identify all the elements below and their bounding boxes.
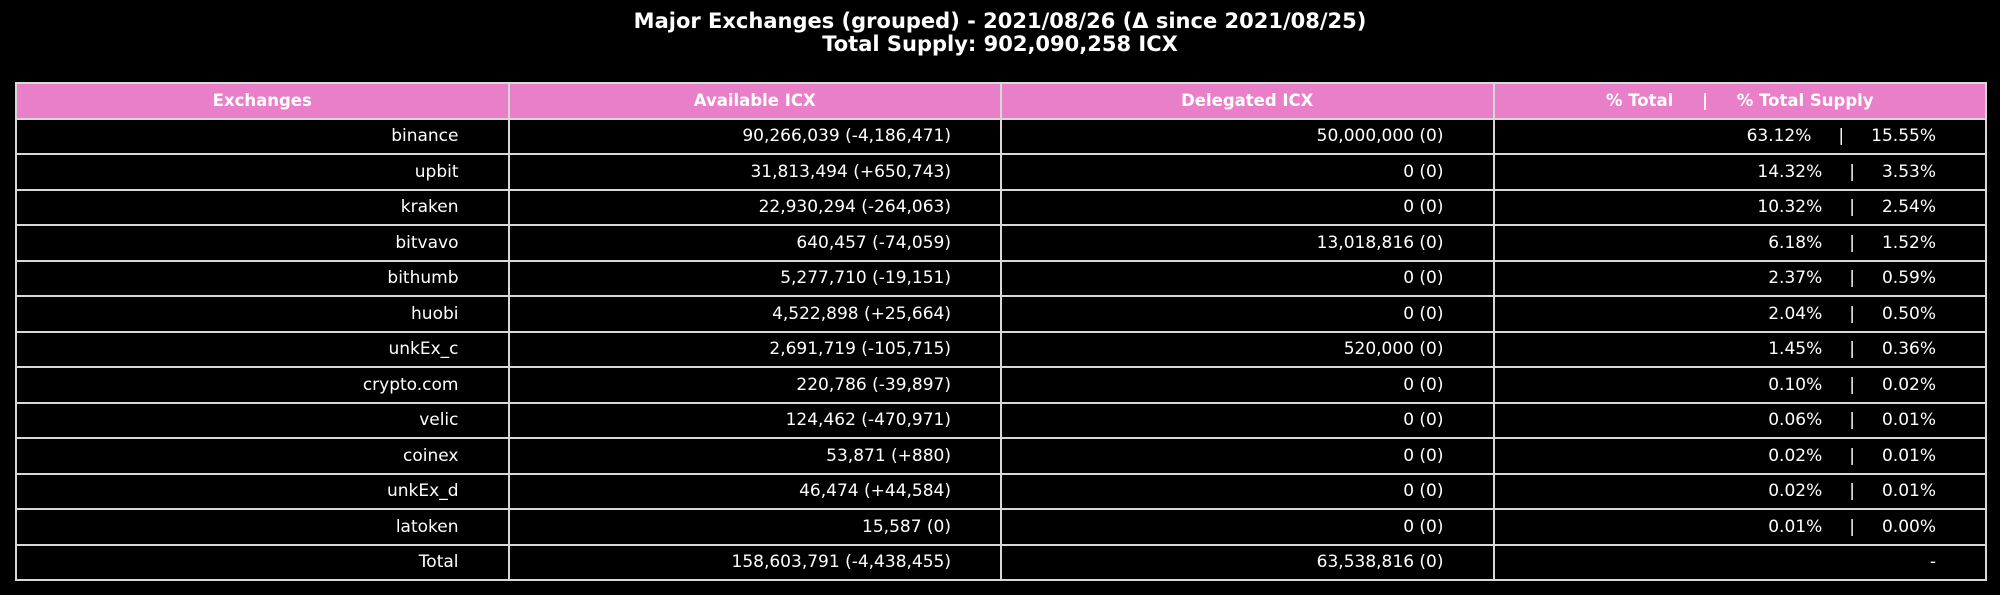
table-cell: 0 (0) — [1000, 437, 1495, 475]
table-cell: binance — [15, 117, 510, 155]
column-header: Exchanges — [15, 82, 510, 120]
table-cell: 90,266,039 (-4,186,471) — [507, 117, 1002, 155]
table-cell: 53,871 (+880) — [507, 437, 1002, 475]
table-cell: bitvavo — [15, 224, 510, 262]
table-cell: 4,522,898 (+25,664) — [507, 295, 1002, 333]
exchanges-table: Exchanges Available ICX Delegated ICX% Tot… — [15, 82, 1987, 581]
table-cell: 46,474 (+44,584) — [507, 472, 1002, 510]
table-cell: 640,457 (-74,059) — [507, 224, 1002, 262]
table-cell: 0.10% | 0.02% — [1492, 366, 1987, 404]
table-cell: 520,000 (0) — [1000, 330, 1495, 368]
table-cell: 2.04% | 0.50% — [1492, 295, 1987, 333]
table-row: bitvavo 640,457 (-74,059) 13,018,816 (0) 6.… — [15, 224, 1987, 262]
table-cell: 0 (0) — [1000, 508, 1495, 546]
table-cell: 13,018,816 (0) — [1000, 224, 1495, 262]
table-cell: 6.18% | 1.52% — [1492, 224, 1987, 262]
header-row: Exchanges Available ICX Delegated ICX% Tot… — [15, 82, 1987, 120]
chart-subtitle: Total Supply: 902,090,258 ICX — [822, 32, 1178, 56]
table-row: binance 90,266,039 (-4,186,471) 50,000,000… — [15, 117, 1987, 155]
table-cell: upbit — [15, 153, 510, 191]
table-cell: 63.12% | 15.55% — [1492, 117, 1987, 155]
table-cell: 0 (0) — [1000, 188, 1495, 226]
chart-title-block: Major Exchanges (grouped) - 2021/08/26 (… — [0, 10, 2000, 56]
table-cell: 0.01% | 0.00% — [1492, 508, 1987, 546]
table-header: Exchanges Available ICX Delegated ICX% Tot… — [15, 82, 1987, 120]
table-cell: huobi — [15, 295, 510, 333]
table-cell: 0 (0) — [1000, 153, 1495, 191]
table-cell: Total — [15, 543, 510, 581]
table-row: bithumb 5,277,710 (-19,151) 0 (0) 2.37% | 0… — [15, 259, 1987, 297]
table-cell: 15,587 (0) — [507, 508, 1002, 546]
table-cell: coinex — [15, 437, 510, 475]
table-row: coinex 53,871 (+880) 0 (0) 0.02% | 0.01% — [15, 437, 1987, 475]
chart-title: Major Exchanges (grouped) - 2021/08/26 (… — [633, 9, 1367, 33]
table-cell: 0 (0) — [1000, 295, 1495, 333]
column-header: % Total | % Total Supply — [1492, 82, 1987, 120]
table-body: binance 90,266,039 (-4,186,471) 50,000,000… — [15, 117, 1987, 581]
table-cell: 0.02% | 0.01% — [1492, 472, 1987, 510]
table-cell: 124,462 (-470,971) — [507, 401, 1002, 439]
table-row: kraken 22,930,294 (-264,063) 0 (0) 10.32% |… — [15, 188, 1987, 226]
table-row: huobi 4,522,898 (+25,664) 0 (0) 2.04% | 0.5… — [15, 295, 1987, 333]
table-cell: unkEx_d — [15, 472, 510, 510]
table-row: upbit 31,813,494 (+650,743) 0 (0) 14.32% | … — [15, 153, 1987, 191]
table-cell: 220,786 (-39,897) — [507, 366, 1002, 404]
table-cell: 0 (0) — [1000, 259, 1495, 297]
table-cell: 0.06% | 0.01% — [1492, 401, 1987, 439]
table-cell: 158,603,791 (-4,438,455) — [507, 543, 1002, 581]
table-cell: 22,930,294 (-264,063) — [507, 188, 1002, 226]
column-header: Delegated ICX — [1000, 82, 1495, 120]
table-cell: bithumb — [15, 259, 510, 297]
table-cell: velic — [15, 401, 510, 439]
table-cell: unkEx_c — [15, 330, 510, 368]
table-cell: latoken — [15, 508, 510, 546]
column-header: Available ICX — [507, 82, 1002, 120]
table-row: velic 124,462 (-470,971) 0 (0) 0.06% | 0.01… — [15, 401, 1987, 439]
table-cell: 14.32% | 3.53% — [1492, 153, 1987, 191]
table-cell: - — [1492, 543, 1987, 581]
table-cell: 0.02% | 0.01% — [1492, 437, 1987, 475]
table-cell: 31,813,494 (+650,743) — [507, 153, 1002, 191]
table-row: crypto.com 220,786 (-39,897) 0 (0) 0.10% | … — [15, 366, 1987, 404]
table-cell: 50,000,000 (0) — [1000, 117, 1495, 155]
table-cell: 0 (0) — [1000, 472, 1495, 510]
table-cell: 5,277,710 (-19,151) — [507, 259, 1002, 297]
table-cell: 0 (0) — [1000, 401, 1495, 439]
table-row: Total 158,603,791 (-4,438,455) 63,538,816 … — [15, 543, 1987, 581]
table-cell: 1.45% | 0.36% — [1492, 330, 1987, 368]
table-cell: kraken — [15, 188, 510, 226]
table-cell: 2.37% | 0.59% — [1492, 259, 1987, 297]
table-cell: 0 (0) — [1000, 366, 1495, 404]
table-cell: 63,538,816 (0) — [1000, 543, 1495, 581]
table-cell: 10.32% | 2.54% — [1492, 188, 1987, 226]
table-row: latoken 15,587 (0) 0 (0) 0.01% | 0.00% — [15, 508, 1987, 546]
table-row: unkEx_c 2,691,719 (-105,715) 520,000 (0) 1.… — [15, 330, 1987, 368]
table-cell: crypto.com — [15, 366, 510, 404]
table-row: unkEx_d 46,474 (+44,584) 0 (0) 0.02% | 0.01… — [15, 472, 1987, 510]
table-cell: 2,691,719 (-105,715) — [507, 330, 1002, 368]
